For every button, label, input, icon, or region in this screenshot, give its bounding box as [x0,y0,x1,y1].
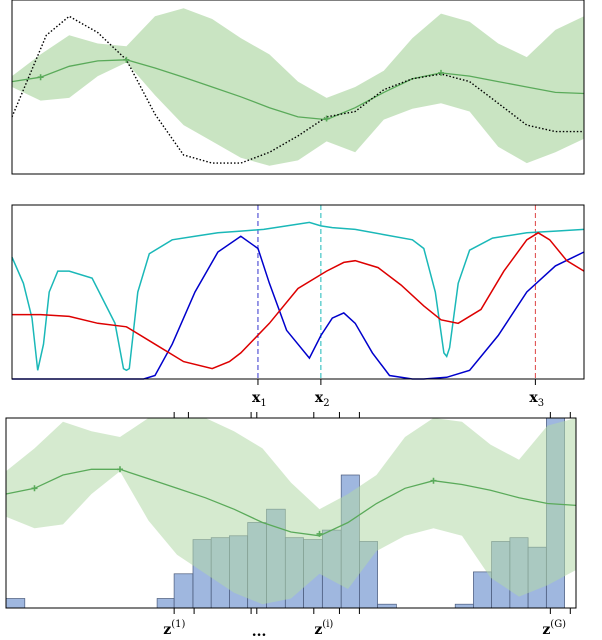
histogram-bar [173,573,194,609]
label-z-3: z(G) [542,619,566,638]
observation-point [323,115,330,122]
label-x1: x1 [252,390,267,409]
observation-point [438,69,444,76]
observation-point [123,56,130,63]
observation-point [430,477,437,484]
label-x3: x3 [529,390,544,409]
observation-point [117,466,123,473]
histogram-bar [377,603,397,609]
label-z-1: z(1) [163,619,185,638]
observation-point [316,530,323,537]
histogram-bar [5,598,26,609]
panel-3-frame [5,417,577,609]
panel-1-frame [11,0,585,175]
panel-acquisition: x1 x2 x3 [11,204,585,409]
confidence-band [12,8,584,166]
acquisition-curve-1 [11,221,585,372]
panel-gp-posterior [11,0,585,175]
histogram-bar [473,571,492,609]
panel-histogram: z(1) z(i) z(G)... [5,412,577,640]
label-z-2: z(i) [314,619,333,638]
true-function-line [11,15,584,164]
acquisition-curve-2 [12,235,585,380]
label-ellipsis: ... [252,624,267,640]
label-x2: x2 [315,390,330,409]
observation-point [31,485,38,492]
histogram-bar [156,598,175,609]
posterior-mean-line [5,468,577,537]
confidence-band [6,418,576,605]
acquisition-curve-3 [12,231,585,370]
posterior-mean-line [11,59,585,121]
observation-point [37,74,44,81]
histogram-bar [454,603,474,609]
panel-2-frame [11,204,585,380]
